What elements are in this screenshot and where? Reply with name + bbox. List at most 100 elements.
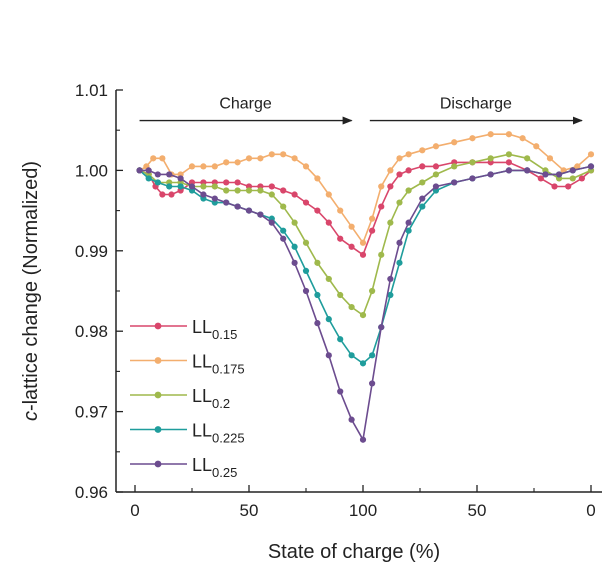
- data-point: [200, 163, 207, 170]
- y-tick-label: 1.01: [75, 81, 108, 100]
- series-0.25: [136, 163, 595, 443]
- data-point: [268, 219, 275, 226]
- data-point: [302, 287, 310, 295]
- data-point: [419, 179, 426, 186]
- data-point: [245, 187, 253, 194]
- data-point: [396, 239, 403, 246]
- data-point: [359, 436, 367, 443]
- data-point: [396, 171, 403, 178]
- data-point: [396, 259, 403, 266]
- data-point: [302, 199, 310, 206]
- series-layer: [136, 131, 595, 443]
- data-point: [280, 187, 287, 194]
- legend-label: LL0.225: [192, 421, 245, 446]
- data-point: [145, 167, 152, 174]
- axis-titles: State of charge (%) c-lattice change (Nor…: [20, 161, 440, 563]
- data-point: [234, 159, 241, 166]
- data-point: [314, 259, 321, 266]
- data-point: [302, 267, 310, 274]
- data-point: [551, 183, 558, 190]
- data-point: [177, 175, 184, 182]
- data-point: [136, 167, 143, 174]
- data-point: [451, 139, 458, 146]
- y-axis-title-italic: c: [20, 411, 42, 421]
- data-point: [223, 199, 230, 206]
- data-point: [537, 175, 544, 182]
- data-point: [348, 223, 355, 230]
- data-point: [359, 312, 367, 319]
- data-point: [369, 215, 376, 222]
- legend-label-base: LL: [192, 455, 212, 475]
- legend-label-subscript: 0.2: [212, 396, 230, 411]
- data-point: [348, 243, 355, 250]
- data-point: [166, 171, 173, 178]
- data-point: [291, 243, 298, 250]
- legend-label-base: LL: [192, 317, 212, 337]
- data-point: [359, 360, 367, 367]
- legend-item: LL0.15: [130, 317, 237, 342]
- data-point: [432, 171, 440, 178]
- legend-label-subscript: 0.225: [212, 431, 245, 446]
- data-point: [524, 167, 531, 174]
- data-point: [280, 203, 287, 210]
- discharge-label: Discharge: [440, 95, 512, 112]
- legend-label-subscript: 0.15: [212, 327, 237, 342]
- data-point: [200, 183, 207, 190]
- data-point: [519, 135, 526, 142]
- y-tick-label: 1.00: [75, 161, 108, 180]
- data-point: [245, 207, 253, 214]
- data-point: [211, 183, 218, 190]
- legend-swatch-marker: [154, 357, 162, 364]
- data-point: [533, 143, 540, 150]
- data-point: [387, 167, 394, 174]
- data-point: [432, 143, 440, 150]
- data-point: [280, 235, 287, 242]
- data-point: [337, 388, 344, 395]
- charge-label: Charge: [219, 95, 272, 112]
- data-point: [177, 183, 184, 190]
- data-point: [569, 175, 576, 182]
- legend-swatch-marker: [154, 460, 162, 468]
- data-point: [387, 291, 394, 299]
- data-point: [234, 203, 241, 210]
- data-point: [168, 191, 175, 198]
- data-point: [387, 275, 394, 283]
- data-point: [280, 227, 287, 234]
- data-point: [223, 159, 230, 166]
- data-point: [314, 320, 321, 327]
- data-point: [369, 380, 376, 387]
- data-point: [587, 151, 595, 158]
- data-point: [280, 151, 287, 158]
- data-point: [234, 179, 241, 186]
- data-point: [302, 163, 310, 170]
- data-point: [325, 191, 332, 198]
- data-point: [348, 303, 355, 311]
- y-axis-title: c-lattice change (Normalized): [20, 161, 42, 421]
- data-point: [378, 183, 385, 190]
- data-point: [405, 227, 412, 234]
- data-point: [159, 191, 166, 198]
- legend-label-subscript: 0.25: [212, 465, 237, 480]
- y-tick-label: 0.96: [75, 483, 108, 502]
- data-point: [405, 187, 412, 194]
- data-point: [245, 155, 253, 162]
- legend-label-base: LL: [192, 421, 212, 441]
- data-point: [387, 183, 394, 190]
- data-point: [166, 183, 173, 190]
- legend-swatch-marker: [154, 322, 162, 330]
- data-point: [348, 352, 355, 359]
- legend-label: LL0.2: [192, 386, 230, 411]
- data-point: [268, 183, 275, 190]
- data-point: [405, 167, 412, 174]
- data-point: [150, 155, 157, 162]
- legend-item: LL0.25: [130, 455, 237, 480]
- data-point: [223, 179, 230, 186]
- data-point: [223, 187, 230, 194]
- data-point: [378, 324, 385, 331]
- data-point: [234, 187, 241, 194]
- x-tick-label: 0: [130, 501, 139, 520]
- data-point: [325, 352, 332, 359]
- data-point: [257, 211, 264, 218]
- data-point: [524, 155, 531, 162]
